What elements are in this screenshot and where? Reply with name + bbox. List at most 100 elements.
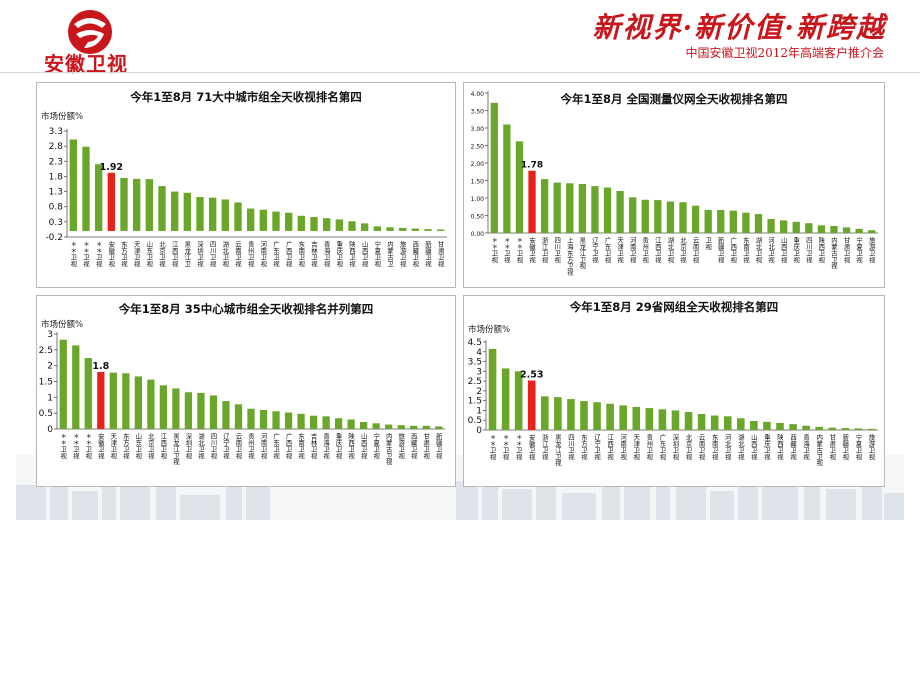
- x-category-label: 天津卫视: [632, 434, 640, 461]
- chart-title: 今年1至8月 71大中城市组全天收视排名第四: [129, 90, 362, 104]
- bar: [679, 202, 687, 233]
- x-category-label: ＊＊卫视: [82, 241, 90, 268]
- x-category-label: 广西卫视: [285, 240, 293, 268]
- bar: [246, 208, 255, 231]
- x-category-label: 山西卫视: [361, 240, 369, 268]
- bar: [310, 217, 318, 231]
- x-category-label: 云南卫视: [692, 237, 700, 264]
- bar: [629, 197, 637, 233]
- x-category-label: 西藏卫视: [411, 241, 419, 268]
- y-tick-label: -0.2: [45, 233, 63, 243]
- x-category-label: 内蒙古卫视: [385, 432, 393, 467]
- x-category-label: 四川卫视: [209, 241, 217, 268]
- x-category-label: 安徽卫视: [107, 240, 115, 268]
- chart-panel-national: 今年1至8月 全国测量仪网全天收视排名第四 0.00 0.50 1.00 1.50 2.0…: [463, 82, 885, 288]
- bar: [842, 227, 851, 233]
- x-category-label: 东方卫视: [120, 240, 128, 268]
- bar: [424, 229, 432, 231]
- bar: [221, 199, 230, 231]
- chart-national-meter: 今年1至8月 全国测量仪网全天收视排名第四 0.00 0.50 1.00 1.50 2.0…: [471, 91, 878, 277]
- chart-29-provinces: 今年1至8月 29省网组全天收视排名第四市场份额%00.511.522.533.…: [468, 300, 878, 468]
- y-tick-label: 0.50: [471, 214, 485, 221]
- y-tick-label: 1.50: [471, 179, 485, 186]
- bar: [347, 419, 355, 429]
- bar: [817, 225, 826, 233]
- x-category-label: 四川卫视: [567, 434, 575, 461]
- x-category-label: 浙江卫视: [541, 236, 549, 264]
- x-category-label: 山西卫视: [780, 236, 788, 264]
- x-category-label: 浙江卫视: [541, 433, 549, 461]
- chart-panel-35-cities: 今年1至8月 35中心城市组全天收视排名并列第四 市场份额% 0 0.5 1 1.5 2 2.…: [36, 295, 456, 487]
- x-category-label: 东南卫视: [297, 432, 305, 460]
- bar: [723, 416, 732, 430]
- x-category-label: 广东卫视: [604, 236, 612, 264]
- x-category-label: 广西卫视: [729, 236, 737, 264]
- y-tick-label: 3: [476, 367, 482, 377]
- x-category-label: 重庆卫视: [763, 434, 771, 461]
- x-category-label: 新疆卫视: [717, 236, 725, 264]
- bar: [671, 410, 680, 430]
- x-category-label: 西藏卫视: [789, 434, 797, 461]
- bar: [69, 139, 78, 231]
- x-category-label: 青海卫视: [802, 433, 810, 461]
- y-tick-label: 2.3: [49, 157, 63, 167]
- bar: [436, 229, 445, 231]
- x-category-label: 安徽卫视: [528, 433, 536, 461]
- y-tick-label: 0: [476, 426, 482, 436]
- bar: [322, 218, 331, 231]
- x-category-label: ＊＊卫视: [72, 433, 80, 460]
- x-category-label: 新疆卫视: [424, 240, 432, 268]
- x-category-label: 河南卫视: [259, 241, 267, 268]
- x-category-label: 四川卫视: [209, 433, 217, 460]
- bar: [580, 401, 588, 430]
- x-category-label: 吉林卫视: [310, 241, 318, 268]
- x-category-label: 北京卫视: [147, 433, 155, 460]
- x-category-label: 山东卫视: [134, 432, 142, 460]
- x-category-label: 山西卫视: [360, 432, 368, 460]
- x-category-label: 青海卫视: [322, 432, 330, 460]
- x-category-label: 贵州卫视: [645, 433, 653, 461]
- bar: [208, 197, 217, 231]
- x-category-label: 广西卫视: [285, 432, 293, 460]
- bar: [488, 348, 497, 430]
- x-category-label: 贵州卫视: [247, 432, 255, 460]
- bar: [619, 405, 627, 430]
- bar: [348, 221, 356, 231]
- x-category-label: 陕西卫视: [776, 433, 784, 461]
- highlight-value-label: 1.92: [100, 162, 123, 173]
- bar: [553, 182, 561, 233]
- bar: [792, 221, 800, 233]
- bar: [422, 425, 430, 429]
- bar: [742, 212, 750, 233]
- x-category-label: 云南卫视: [234, 433, 242, 460]
- x-category-label: 江西卫视: [654, 237, 662, 264]
- bar: [503, 124, 511, 233]
- x-category-label: 内蒙古卫: [386, 240, 394, 267]
- y-tick-label: 3: [47, 330, 53, 340]
- x-category-label: 广东卫视: [272, 240, 280, 268]
- bar: [134, 376, 142, 429]
- bar: [666, 201, 675, 233]
- bar: [183, 192, 192, 231]
- bar: [247, 408, 255, 429]
- bar: [767, 219, 775, 233]
- bar: [645, 408, 654, 430]
- x-category-label: 山东卫视: [145, 240, 153, 268]
- x-category-label: 贵州卫视: [247, 240, 255, 268]
- bar: [567, 399, 575, 430]
- x-category-label: 云南卫视: [698, 434, 706, 461]
- x-category-label: 内蒙古卫视: [815, 433, 823, 468]
- x-category-label: 吉林卫视: [310, 433, 318, 460]
- bar: [776, 422, 784, 430]
- bar: [196, 197, 204, 231]
- y-tick-label: 0.5: [468, 416, 482, 426]
- bar: [830, 226, 838, 233]
- bar: [309, 415, 318, 429]
- bar: [632, 406, 641, 430]
- bar: [578, 184, 587, 233]
- y-tick-label: 1.00: [471, 196, 485, 203]
- bar: [411, 228, 420, 231]
- x-category-label: 安徽卫视: [528, 236, 536, 264]
- bar: [209, 395, 218, 429]
- bar-highlight: [528, 170, 536, 233]
